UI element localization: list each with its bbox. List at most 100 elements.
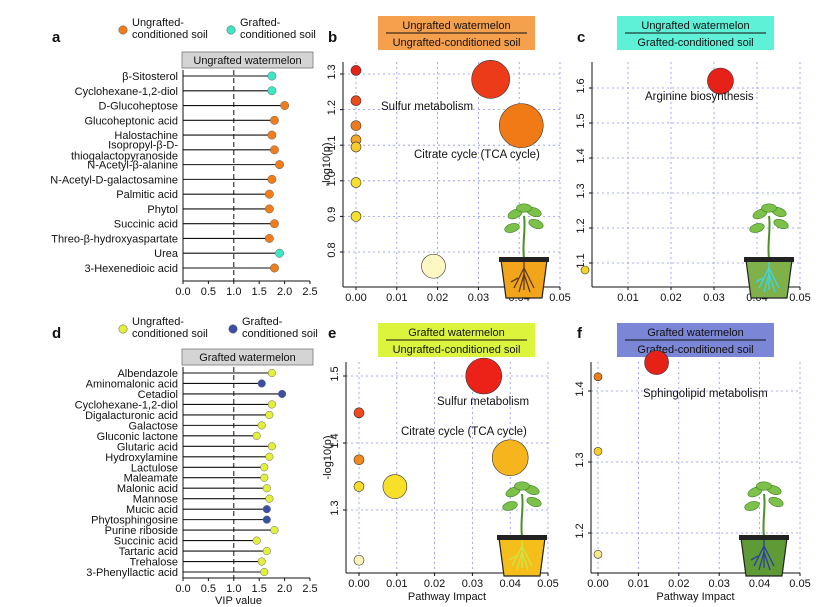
data-point xyxy=(350,211,362,222)
pathway-annotation: Arginine biosynthesis xyxy=(645,91,754,103)
category-label: D-Glucoheptose xyxy=(99,101,179,113)
category-label: Galactose xyxy=(128,420,178,432)
lollipop-dot xyxy=(252,431,261,440)
pathway-annotation: Sulfur metabolism xyxy=(437,396,529,408)
category-label-line: Cetadiol xyxy=(138,389,178,401)
category-label: N-Acetyl-β-alanine xyxy=(87,160,178,172)
x-tick-label: 2.0 xyxy=(277,286,292,298)
x-tick-label: 0.03 xyxy=(703,292,724,304)
lollipop-dot xyxy=(275,160,284,170)
x-axis-label: Pathway Impact xyxy=(656,591,734,603)
plant-stem xyxy=(520,493,524,537)
category-label: 3-Hexenedioic acid xyxy=(84,263,178,275)
category-label: Mannose xyxy=(133,494,178,506)
header-top: Ungrafted watermelon xyxy=(402,20,510,32)
title-box xyxy=(181,51,314,69)
x-tick-label: 0.02 xyxy=(424,578,445,590)
plant-stem xyxy=(767,215,771,259)
plant-root xyxy=(768,273,776,293)
legend-label-line: Grafted- xyxy=(240,17,281,29)
category-label-line: β-Sitosterol xyxy=(122,71,178,83)
category-label: Succinic acid xyxy=(114,536,178,548)
category-label-line: Succinic acid xyxy=(114,219,178,231)
y-tick-label: 1.2 xyxy=(326,100,338,115)
lollipop-dot xyxy=(262,515,271,524)
category-label: Aminomalonic acid xyxy=(86,378,178,390)
category-label: Malonic acid xyxy=(117,483,178,495)
plant-leaf xyxy=(749,223,765,233)
plant-leaf xyxy=(514,481,530,491)
category-label-line: Hydroxylamine xyxy=(105,452,178,464)
y-tick-label: 1.1 xyxy=(326,136,338,151)
category-label-line: Isopropyl-β-D- xyxy=(108,139,178,151)
y-axis-label: -log10(p) xyxy=(322,435,334,479)
x-tick-label: 0.01 xyxy=(617,292,638,304)
y-tick-label: 1.4 xyxy=(574,381,586,396)
plant-root xyxy=(768,267,780,289)
category-label-line: Threo-β-hydroxyaspartate xyxy=(51,233,178,245)
legend-label: Grafted-conditioned soil xyxy=(242,316,318,340)
category-label: Threo-β-hydroxyaspartate xyxy=(51,233,178,245)
data-point xyxy=(353,554,365,566)
plant-root xyxy=(521,551,529,571)
category-label: Tartaric acid xyxy=(119,546,178,558)
x-tick-label: 0.05 xyxy=(789,292,810,304)
y-tick-label: 0.9 xyxy=(326,207,338,222)
category-label-line: N-Acetyl-β-alanine xyxy=(87,160,178,172)
lollipop-dot xyxy=(280,101,290,110)
plant-root xyxy=(758,267,770,289)
x-tick-label: 0.01 xyxy=(386,578,407,590)
x-tick-label: 0.05 xyxy=(789,578,810,590)
category-label: N-Acetyl-D-galactosamine xyxy=(50,174,178,186)
plant-leaf xyxy=(768,496,784,508)
category-label: Palmitic acid xyxy=(116,189,178,201)
category-label-line: Mannose xyxy=(133,494,178,506)
legend-label-line: Ungrafted- xyxy=(132,17,184,29)
plant-root xyxy=(758,551,765,571)
category-label-line: Digalacturonic acid xyxy=(85,410,178,422)
x-tick-label: 1.5 xyxy=(252,583,267,595)
category-label: Gluconic lactone xyxy=(97,431,178,443)
lollipop-dot xyxy=(267,71,277,81)
pathway-annotation: Citrate cycle (TCA cycle) xyxy=(401,426,527,438)
category-label: Phytol xyxy=(147,204,178,216)
chart-title: Grafted watermelon xyxy=(199,352,296,364)
plant-root xyxy=(518,273,525,293)
panel-label-f: f xyxy=(577,325,583,342)
lollipop-dot xyxy=(269,219,279,229)
category-label-line: D-Glucoheptose xyxy=(99,101,179,113)
category-label: Glucoheptonic acid xyxy=(84,115,178,127)
y-tick-label: 1.4 xyxy=(575,148,587,163)
lollipop-dot xyxy=(267,86,277,96)
legend-marker xyxy=(118,25,128,35)
lollipop-chart-a: Ungrafted-conditioned soilGrafted-condit… xyxy=(50,17,317,298)
category-label-line: Palmitic acid xyxy=(116,189,178,201)
lollipop-dot xyxy=(278,389,287,398)
x-tick-label: 2.0 xyxy=(277,583,292,595)
chart-title: Ungrafted watermelon xyxy=(193,55,301,67)
lollipop-dot xyxy=(267,442,276,451)
data-point xyxy=(350,177,362,188)
y-tick-label: 1.5 xyxy=(575,113,587,128)
lollipop-dot xyxy=(264,204,274,214)
plant-stem xyxy=(522,215,526,259)
x-tick-label: 0.05 xyxy=(549,292,570,304)
category-label-line: N-Acetyl-D-galactosamine xyxy=(50,174,178,186)
x-tick-label: 1.0 xyxy=(226,583,241,595)
data-point xyxy=(644,350,669,375)
data-point xyxy=(593,372,603,382)
plant-root xyxy=(513,267,525,289)
category-label-line: Cyclohexane-1,2-diol xyxy=(75,86,178,98)
x-tick-label: 0.00 xyxy=(345,292,366,304)
x-tick-label: 0.00 xyxy=(348,578,369,590)
pathway-annotation: Citrate cycle (TCA cycle) xyxy=(414,149,540,161)
y-tick-label: 1.2 xyxy=(575,218,587,233)
category-label-line: Halostachine xyxy=(114,130,178,142)
category-label-line: Phytol xyxy=(147,204,178,216)
x-tick-label: 0.5 xyxy=(201,286,216,298)
plant-root xyxy=(516,551,523,571)
lollipop-dot xyxy=(269,145,279,155)
category-label: Isopropyl-β-D-thiogalactopyranoside xyxy=(71,139,178,162)
y-tick-label: 1.5 xyxy=(329,366,341,381)
